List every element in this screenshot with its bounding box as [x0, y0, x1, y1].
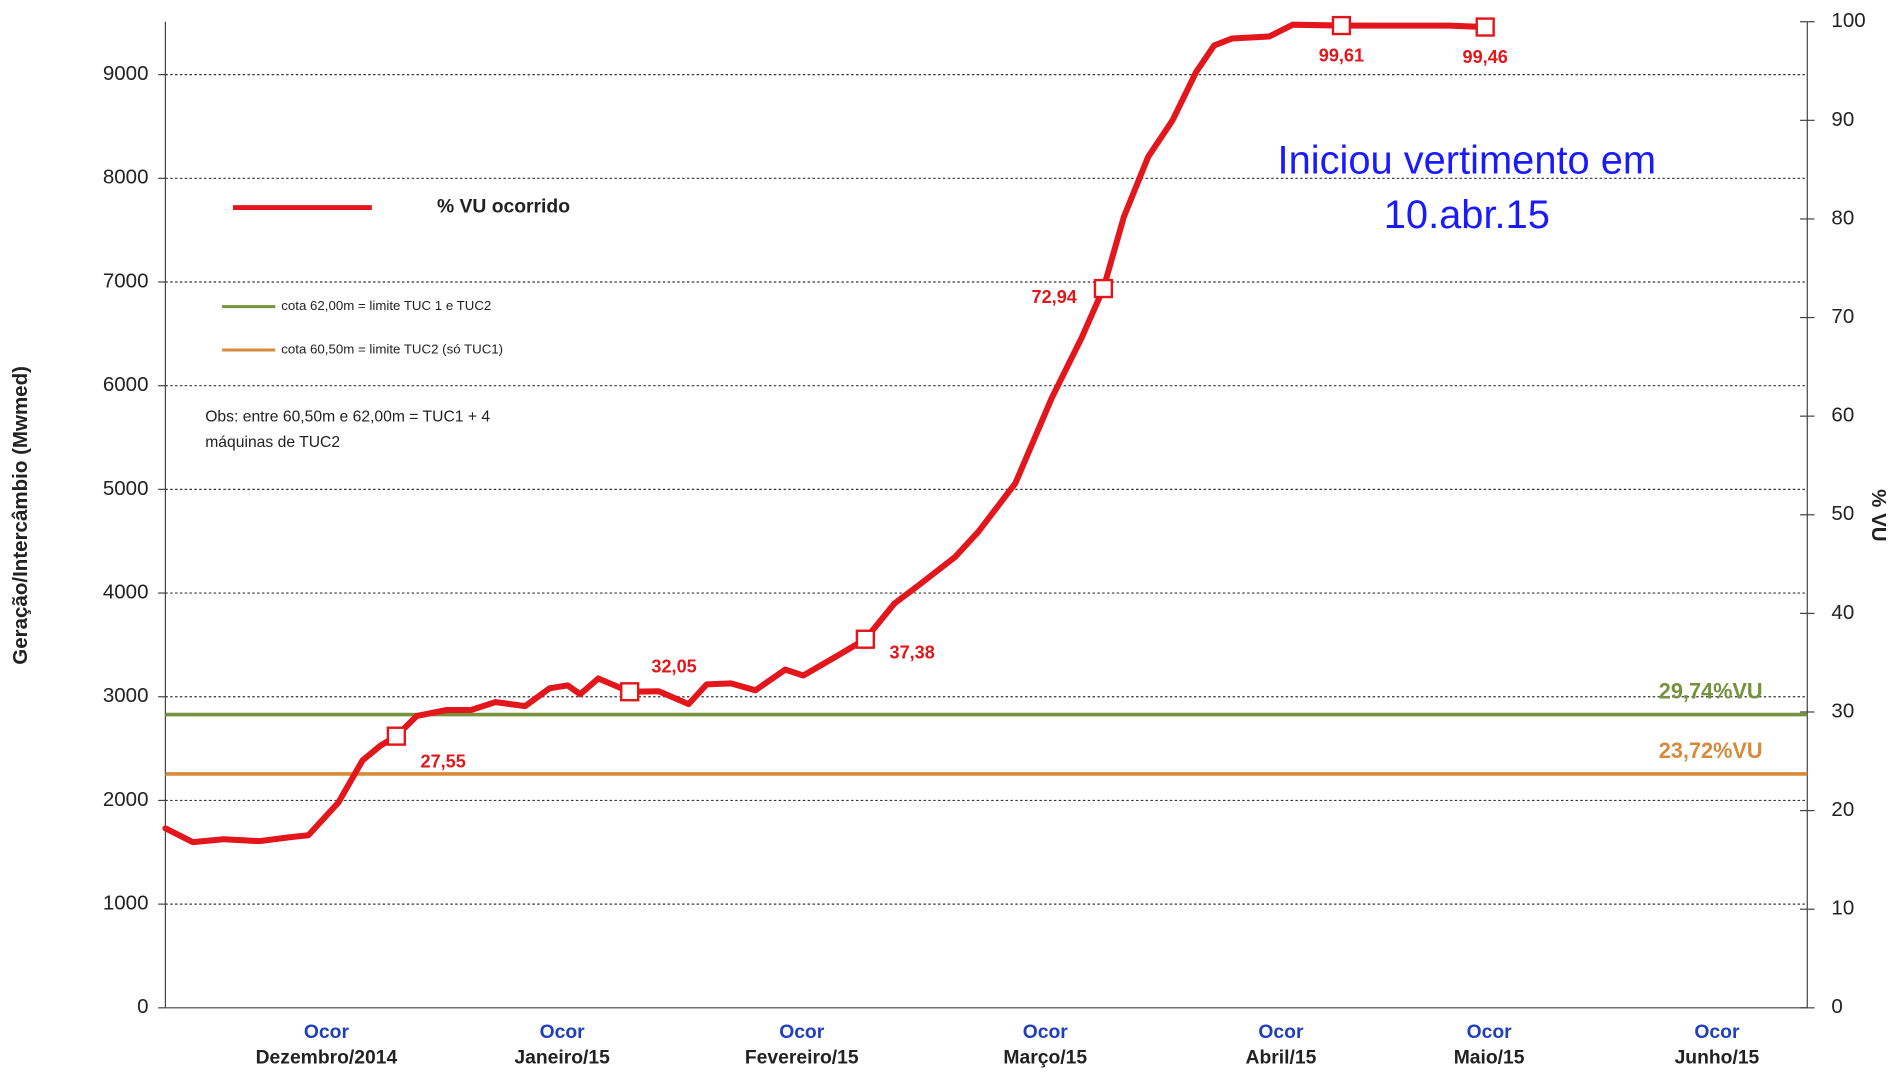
- y-tick-label: 8000: [103, 166, 149, 189]
- x-tick-header: Ocor: [540, 1022, 586, 1043]
- x-tick-label: Março/15: [1003, 1048, 1087, 1069]
- y-tick-label: 4000: [103, 580, 149, 603]
- legend-label: cota 60,50m = limite TUC2 (só TUC1): [281, 342, 503, 357]
- y2-tick-label: 70: [1831, 305, 1854, 328]
- annotation: 10.abr.15: [1384, 193, 1550, 237]
- reference-label: 23,72%VU: [1659, 738, 1763, 763]
- y2-tick-label: 0: [1831, 995, 1842, 1018]
- marker: [855, 629, 876, 649]
- y2-tick-label: 20: [1831, 798, 1854, 821]
- x-tick-header: Ocor: [1258, 1022, 1304, 1043]
- y2-tick-label: 50: [1831, 502, 1854, 525]
- marker: [386, 726, 407, 746]
- y-tick-label: 2000: [103, 788, 149, 811]
- marker: [1331, 15, 1352, 36]
- data-label: 99,61: [1319, 46, 1364, 66]
- x-tick-header: Ocor: [779, 1022, 825, 1043]
- y-axis-label: Geração/Intercâmbio (Mwmed): [9, 366, 32, 665]
- y2-tick-label: 30: [1831, 699, 1854, 722]
- y2-axis-label: % VU: [1867, 489, 1890, 541]
- x-tick-label: Maio/15: [1454, 1048, 1525, 1069]
- y2-tick-label: 90: [1831, 108, 1854, 131]
- line-series: [162, 21, 1489, 846]
- y2-tick-label: 60: [1831, 404, 1854, 427]
- x-tick-header: Ocor: [1467, 1022, 1513, 1043]
- y-tick-label: 7000: [103, 269, 149, 292]
- data-label: 99,46: [1463, 47, 1508, 67]
- marker: [1475, 17, 1495, 37]
- data-label: 72,94: [1032, 287, 1077, 307]
- x-tick-label: Dezembro/2014: [256, 1048, 398, 1069]
- x-tick-header: Ocor: [1694, 1022, 1740, 1043]
- note: Obs: entre 60,50m e 62,00m = TUC1 + 4: [205, 409, 490, 426]
- y-tick-label: 1000: [103, 892, 149, 915]
- y-tick-label: 9000: [103, 62, 149, 85]
- reference-label: 29,74%VU: [1659, 679, 1763, 704]
- marker: [1093, 278, 1114, 299]
- x-tick-label: Abril/15: [1246, 1048, 1317, 1069]
- y2-tick-label: 100: [1831, 9, 1865, 32]
- y2-tick-label: 80: [1831, 206, 1854, 229]
- y2-tick-label: 40: [1831, 601, 1854, 624]
- x-tick-label: Janeiro/15: [514, 1048, 610, 1069]
- marker: [620, 682, 640, 702]
- y-tick-label: 3000: [103, 684, 149, 707]
- x-tick-header: Ocor: [304, 1022, 350, 1043]
- legend-label: cota 62,00m = limite TUC 1 e TUC2: [281, 298, 491, 313]
- x-tick-label: Junho/15: [1675, 1048, 1760, 1069]
- data-label: 27,55: [421, 751, 466, 771]
- y-tick-label: 6000: [103, 373, 149, 396]
- x-tick-header: Ocor: [1023, 1022, 1069, 1043]
- note: máquinas de TUC2: [205, 434, 340, 451]
- y-tick-label: 0: [137, 995, 148, 1018]
- data-label: 32,05: [651, 656, 696, 676]
- legend-label: % VU ocorrido: [437, 197, 570, 218]
- y2-tick-label: 10: [1831, 897, 1854, 920]
- annotation: Iniciou vertimento em: [1278, 138, 1657, 182]
- x-tick-label: Fevereiro/15: [745, 1048, 859, 1069]
- data-label: 37,38: [890, 642, 935, 662]
- y-tick-label: 5000: [103, 477, 149, 500]
